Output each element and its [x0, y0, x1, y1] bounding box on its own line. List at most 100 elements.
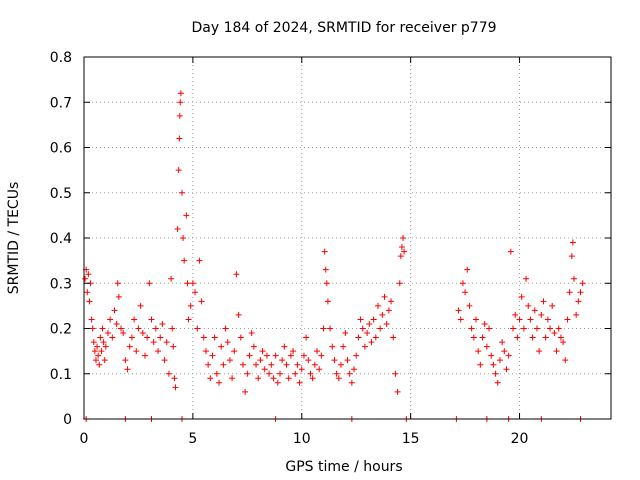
- data-point: [187, 302, 194, 309]
- data-point: [109, 334, 116, 341]
- data-point: [126, 343, 133, 350]
- data-point: [235, 311, 242, 318]
- data-point: [518, 293, 525, 300]
- data-point: [510, 325, 517, 332]
- y-tick-label: 0.6: [50, 141, 72, 157]
- data-point: [111, 307, 118, 314]
- data-point: [322, 266, 329, 273]
- data-point: [281, 343, 288, 350]
- data-point: [233, 271, 240, 278]
- data-point: [357, 316, 364, 323]
- data-point: [115, 293, 122, 300]
- data-point: [394, 388, 401, 395]
- data-point: [355, 334, 362, 341]
- data-point: [374, 302, 381, 309]
- data-point: [250, 343, 257, 350]
- data-point: [538, 311, 545, 318]
- data-point: [562, 357, 569, 364]
- data-point: [388, 298, 395, 305]
- data-point: [94, 343, 101, 350]
- data-point: [100, 339, 107, 346]
- data-point: [174, 225, 181, 232]
- data-point: [570, 275, 577, 282]
- data-point: [263, 352, 270, 359]
- data-point: [287, 352, 294, 359]
- data-point: [285, 375, 292, 382]
- data-point: [274, 379, 281, 386]
- data-point: [150, 339, 157, 346]
- data-point: [496, 357, 503, 364]
- data-point: [99, 325, 106, 332]
- data-point: [165, 370, 172, 377]
- data-point: [292, 370, 299, 377]
- data-point: [122, 357, 129, 364]
- data-point: [323, 280, 330, 287]
- data-point: [488, 352, 495, 359]
- data-point: [85, 271, 92, 278]
- data-point: [255, 375, 262, 382]
- data-point: [499, 339, 506, 346]
- data-point: [551, 330, 558, 337]
- x-axis: 0 5 10 15 20: [80, 57, 528, 447]
- data-point: [383, 320, 390, 327]
- data-point: [307, 370, 314, 377]
- data-point: [180, 235, 187, 241]
- chart-title: Day 184 of 2024, SRMTID for receiver p77…: [191, 20, 496, 36]
- data-point: [344, 357, 351, 364]
- data-point: [309, 375, 316, 382]
- data-point: [335, 375, 342, 382]
- data-point: [163, 339, 170, 346]
- data-point: [95, 352, 102, 359]
- data-point: [139, 330, 146, 337]
- data-point: [216, 379, 223, 386]
- data-point: [178, 189, 185, 196]
- data-point: [133, 348, 140, 355]
- data-point: [84, 289, 91, 296]
- data-point: [468, 325, 475, 332]
- y-tick-label: 0.3: [50, 276, 72, 292]
- data-point: [189, 280, 196, 287]
- data-point: [283, 361, 290, 368]
- data-point: [144, 334, 151, 341]
- data-point: [296, 379, 303, 386]
- data-point: [475, 348, 482, 355]
- data-point: [353, 352, 360, 359]
- data-point: [200, 334, 207, 341]
- data-point: [107, 316, 114, 323]
- data-point: [372, 334, 379, 341]
- data-point: [135, 325, 142, 332]
- data-point: [486, 325, 493, 332]
- data-point: [377, 325, 384, 332]
- data-point: [209, 352, 216, 359]
- data-point: [300, 352, 307, 359]
- data-point: [155, 348, 162, 355]
- data-point: [222, 325, 229, 332]
- data-point: [257, 357, 264, 364]
- x-axis-label: GPS time / hours: [285, 459, 402, 475]
- data-point: [141, 352, 148, 359]
- y-tick-label: 0.5: [50, 186, 72, 202]
- data-point: [381, 293, 388, 300]
- data-point: [172, 384, 179, 391]
- data-point: [540, 298, 547, 305]
- data-point: [237, 334, 244, 341]
- data-point: [505, 352, 512, 359]
- data-point: [268, 361, 275, 368]
- data-point: [514, 334, 521, 341]
- data-point: [176, 112, 183, 119]
- data-point: [137, 302, 144, 309]
- data-point: [459, 280, 466, 287]
- y-axis-label: SRMTID / TECUs: [6, 182, 22, 295]
- data-point: [168, 275, 175, 282]
- data-point: [276, 370, 283, 377]
- data-point: [86, 298, 93, 305]
- data-point: [98, 348, 105, 355]
- data-point: [229, 375, 236, 382]
- data-point: [118, 325, 125, 332]
- y-tick-label: 0.2: [50, 322, 72, 338]
- data-point: [303, 334, 310, 341]
- data-point: [128, 334, 135, 341]
- data-point: [205, 361, 212, 368]
- data-point: [104, 330, 111, 337]
